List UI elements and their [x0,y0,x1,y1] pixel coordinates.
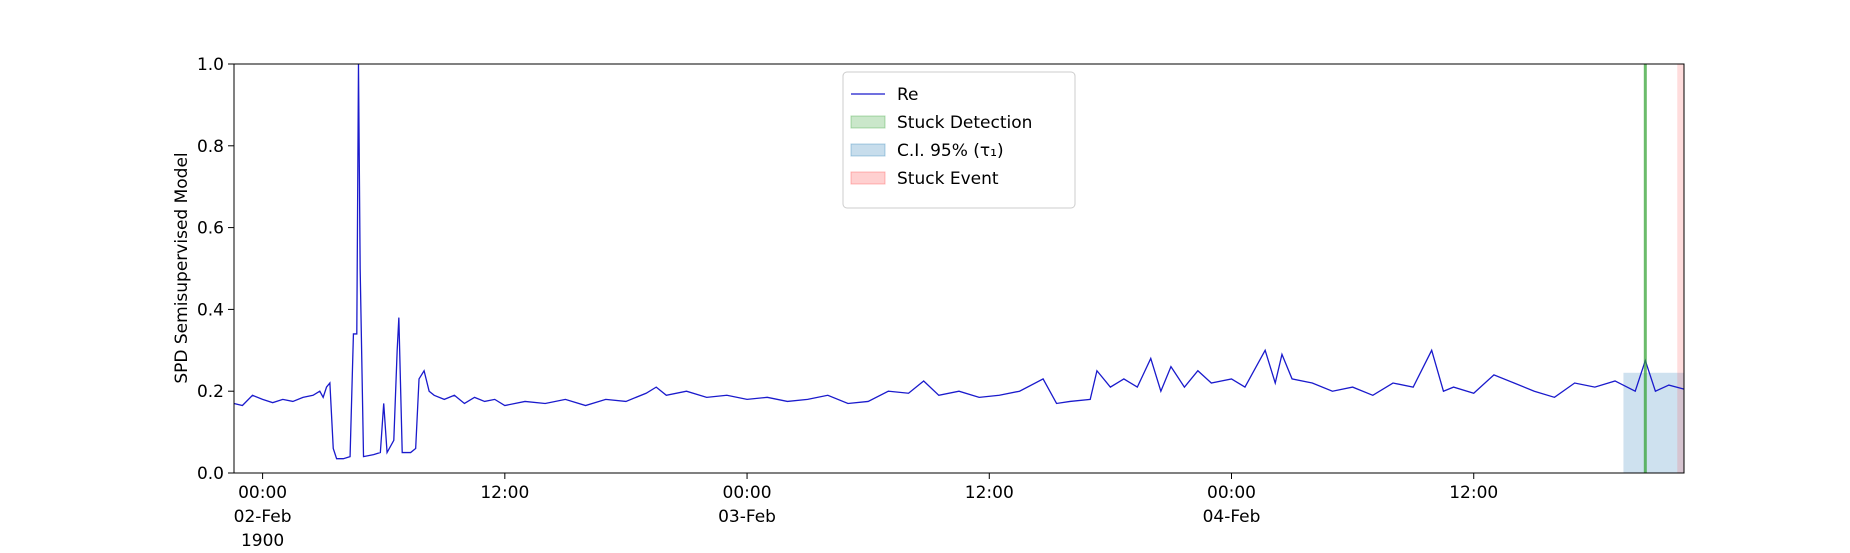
legend: Re Stuck Detection C.I. 95% (τ₁) Stuck Even… [842,71,1076,209]
plot-frame [233,63,1685,474]
legend-label: C.I. 95% (τ₁) [897,141,1004,161]
y-axis-label: SPD Semisupervised Model [172,152,192,383]
y-tick-label: 0.2 [197,382,224,402]
legend-handle [850,171,886,185]
y-tick-label: 0.8 [197,137,224,157]
x-tick-label: 00:00 02-Feb 1900 [233,483,292,551]
y-tick-label: 0.0 [197,464,224,484]
x-tick-label: 12:00 [964,483,1014,503]
data-line [233,63,1685,460]
x-tick-label: 00:00 04-Feb [1202,483,1261,527]
stuck-event [1677,64,1684,473]
y-tick-label: 0.4 [197,300,224,320]
legend-label: Re [897,85,919,105]
x-tick-label: 12:00 [1449,483,1499,503]
legend-label: Stuck Event [897,169,999,189]
x-tick-label: 12:00 [480,483,530,503]
legend-box [842,71,1076,209]
legend-handle [850,115,886,129]
y-tick-label: 1.0 [197,55,224,75]
page: {"chart_data": { "type": "line", "y_labe… [172,55,1685,551]
legend-handle [850,143,886,157]
chart: SPD Semisupervised Model 0.0 0.2 0.4 0.6 0.8… [172,55,1685,484]
confidence-interval [1623,372,1684,473]
legend-label: Stuck Detection [897,113,1032,133]
x-tick-label: 00:00 03-Feb [718,483,776,527]
y-tick-label: 0.6 [197,219,224,239]
